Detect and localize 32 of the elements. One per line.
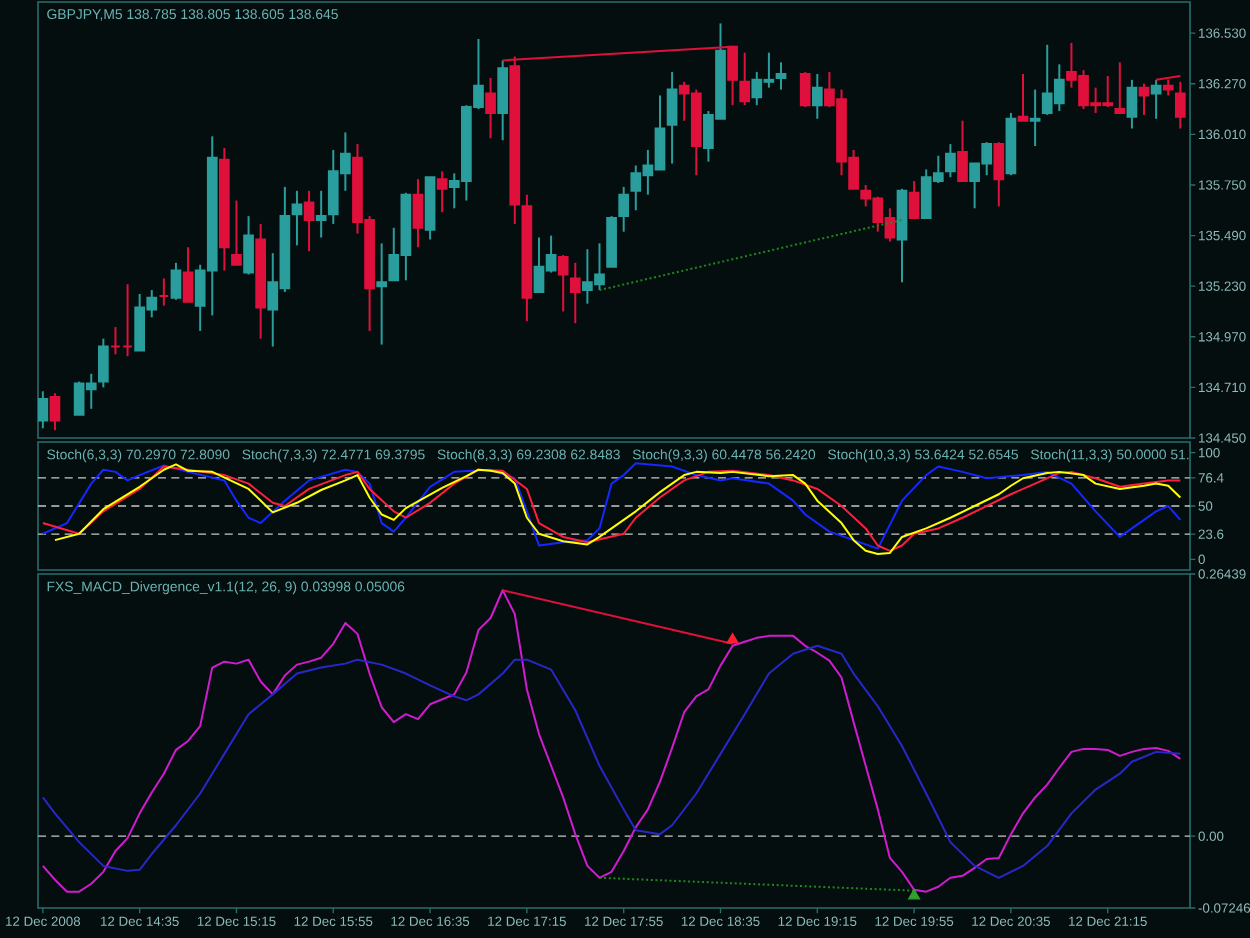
candlestick [739,51,751,107]
candlestick [303,189,315,253]
candlestick [1114,61,1126,114]
candlestick [49,392,61,432]
candlestick [618,185,630,233]
candlestick [811,73,823,120]
candlestick [1029,88,1041,148]
candlestick [436,170,448,214]
candlestick [412,178,424,249]
candlestick [231,199,242,266]
candlestick [376,242,388,346]
candlestick [97,337,109,389]
candlestick [182,246,194,303]
candlestick [1126,78,1138,130]
candlestick [945,143,956,179]
candlestick [557,254,569,313]
candlestick [485,76,496,140]
candlestick [666,71,678,165]
candlestick [1174,80,1186,130]
candlestick [799,71,811,109]
candlestick [243,215,254,276]
candlestick [170,261,182,301]
candlestick [775,61,787,91]
candlestick [291,189,303,247]
candlestick [315,189,327,239]
candlestick [957,119,968,183]
candlestick [569,261,581,325]
candlestick [908,180,920,220]
candlestick [993,141,1005,208]
candlestick [497,59,509,142]
line-series [41,644,1182,879]
candlestick [1017,73,1029,122]
